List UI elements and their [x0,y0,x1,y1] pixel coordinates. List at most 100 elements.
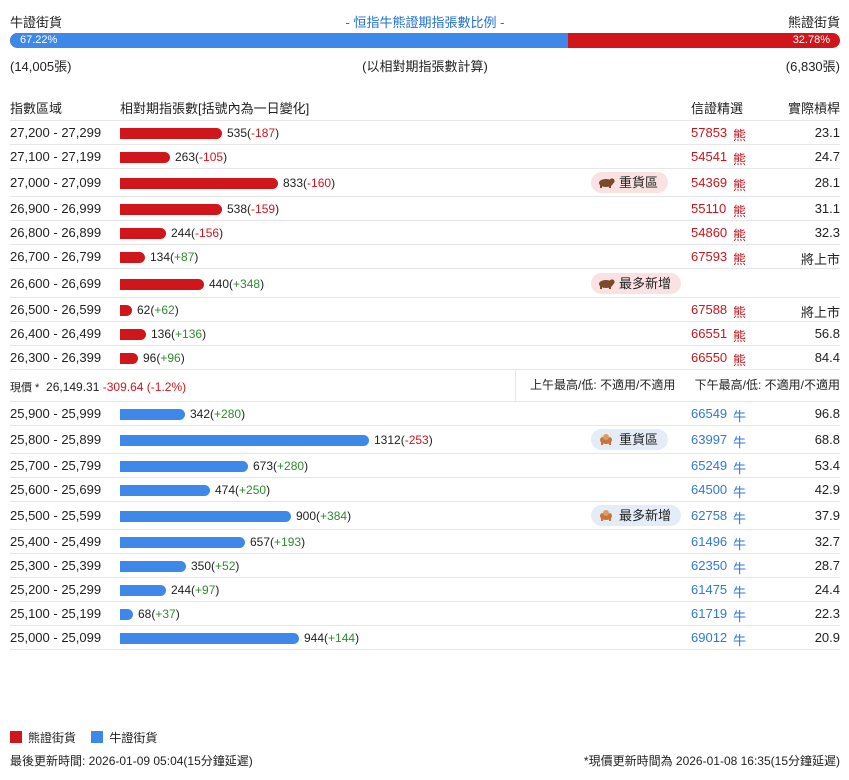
issuer-code-link[interactable]: 61475 [691,582,728,597]
issuer-code-link[interactable]: 66550 [691,350,728,365]
index-range: 27,000 - 27,099 [10,175,102,190]
daily-change: +348 [233,277,261,291]
daily-change: +193 [274,535,302,549]
bear-count: (6,830張) [785,59,840,74]
effective-gearing: 將上市 [800,252,840,267]
effective-gearing: 24.4 [814,582,840,597]
bear-icon [597,173,615,188]
issuer-code-link[interactable]: 65249 [691,458,728,473]
issuer-code-link[interactable]: 64500 [691,482,728,497]
issuer-code-link[interactable]: 67593 [691,249,728,264]
effective-gearing: 53.4 [814,458,840,473]
issuer-code-link[interactable]: 54369 [691,175,728,190]
issuer-code-link[interactable]: 54541 [691,149,728,164]
contract-count: 263 [175,150,196,164]
issuer-code-link[interactable]: 63997 [691,432,728,447]
table-row: 25,300 - 25,399 350(+52) 62350 牛 28.7 [10,554,840,578]
issuer-code-link[interactable]: 66549 [691,406,728,421]
count-value: 474(+250) [215,483,271,497]
count-bar [120,561,186,572]
issuer-code-link[interactable]: 54860 [691,225,728,240]
table-row: 27,200 - 27,299 535(-187) 57853 熊 23.1 [10,121,840,145]
daily-change: +136 [175,327,203,341]
count-bar [120,511,291,522]
issuer-code-link[interactable]: 61496 [691,534,728,549]
issuer-code-link[interactable]: 55110 [691,201,727,216]
count-bar [120,279,204,290]
count-value: 440(+348) [209,277,265,291]
count-value: 96(+96) [143,351,185,365]
bull-icon [597,506,615,521]
count-value: 263(-105) [175,150,228,164]
issuer-code-link[interactable]: 66551 [691,326,728,341]
issuer-code-link[interactable]: 61719 [691,606,728,621]
contract-count: 440 [209,277,230,291]
table-row: 25,500 - 25,599 900(+384) 最多新增 62758 牛 37.9 [10,502,840,530]
cbbc-type: 熊 [733,305,747,320]
cbbc-type: 熊 [733,252,747,267]
highlight-badge: 重貨區 [591,172,669,193]
daily-change: -159 [251,202,276,216]
count-bar [120,633,299,644]
count-bar [120,228,166,239]
count-bar [120,252,145,263]
pm-high-low: 下午最高/低: 不適用/不適用 [694,378,840,392]
bull-count: (14,005張) [10,59,72,74]
badge-label: 最多新增 [619,508,672,523]
effective-gearing: 42.9 [814,482,840,497]
effective-gearing: 24.7 [814,149,840,164]
contract-count: 535 [227,126,248,140]
count-value: 657(+193) [250,535,306,549]
cbbc-type: 牛 [733,633,747,648]
cbbc-type: 牛 [733,609,747,624]
table-row: 26,700 - 26,799 134(+87) 67593 熊 將上市 [10,245,840,269]
legend-bull-swatch [91,731,104,743]
count-bar [120,178,278,189]
issuer-code-link[interactable]: 62350 [691,558,728,573]
count-value: 62(+62) [137,303,179,317]
legend-bull-label: 牛證街貨 [109,731,158,745]
last-updated: 最後更新時間: 2026-01-09 05:04(15分鐘延遲) [10,754,253,768]
daily-change: +250 [239,483,267,497]
contract-count: 538 [227,202,248,216]
count-bar [120,152,170,163]
current-price-label: 現價 * [10,382,40,394]
effective-gearing: 28.7 [814,558,840,573]
contract-count: 1312 [374,433,401,447]
index-range: 25,300 - 25,399 [10,558,102,573]
issuer-code-link[interactable]: 67588 [691,302,728,317]
bull-icon [597,430,615,445]
effective-gearing: 將上市 [800,305,840,320]
cbbc-type: 熊 [733,204,747,219]
count-value: 244(-156) [171,226,224,240]
table-row: 25,700 - 25,799 673(+280) 65249 牛 53.4 [10,454,840,478]
index-range: 26,800 - 26,899 [10,225,102,240]
daily-change: +52 [215,559,236,573]
table-row: 26,800 - 26,899 244(-156) 54860 熊 32.3 [10,221,840,245]
daily-change: +384 [320,509,348,523]
daily-change: +280 [277,459,305,473]
table-row: 25,900 - 25,999 342(+280) 66549 牛 96.8 [10,402,840,426]
cbbc-type: 牛 [733,585,747,600]
contract-count: 474 [215,483,236,497]
index-range: 26,400 - 26,499 [10,326,102,341]
contract-count: 134 [150,250,171,264]
count-bar [120,609,133,620]
table-row: 25,100 - 25,199 68(+37) 61719 牛 22.3 [10,602,840,626]
index-range: 25,100 - 25,199 [10,606,102,621]
table-row: 25,800 - 25,899 1312(-253) 重貨區 63997 牛 68.8 [10,426,840,454]
count-value: 68(+37) [138,607,180,621]
bear-icon [597,274,615,289]
issuer-code-link[interactable]: 62758 [691,508,728,523]
am-high-low: 上午最高/低: 不適用/不適用 [515,370,675,401]
bull-ratio-segment: 67.22% [10,33,568,48]
issuer-code-link[interactable]: 69012 [691,630,728,645]
contract-count: 944 [304,631,325,645]
badge-label: 重貨區 [619,432,659,447]
issuer-code-link[interactable]: 57853 [691,125,728,140]
effective-gearing: 37.9 [814,508,840,523]
effective-gearing: 28.1 [814,175,840,190]
table-row: 25,400 - 25,499 657(+193) 61496 牛 32.7 [10,530,840,554]
table-row: 27,100 - 27,199 263(-105) 54541 熊 24.7 [10,145,840,169]
table-row: 26,600 - 26,699 440(+348) 最多新增 [10,269,840,298]
